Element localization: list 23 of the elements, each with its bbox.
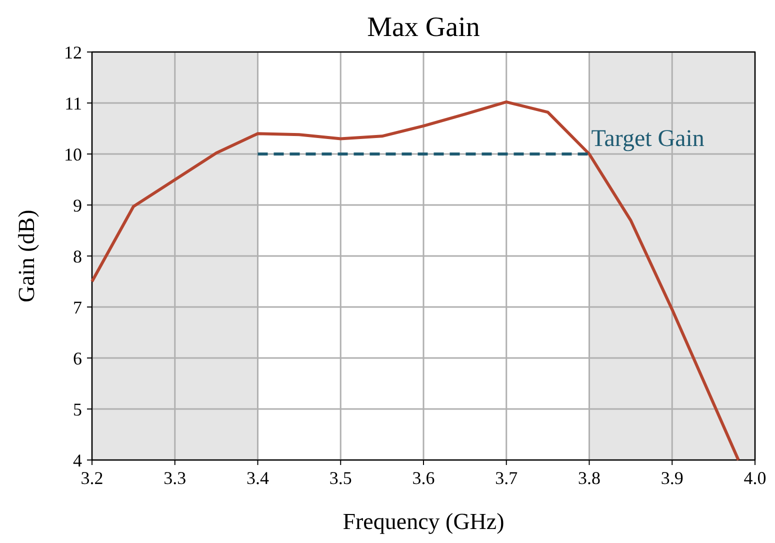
series-label: Target Gain bbox=[591, 126, 704, 152]
x-tick-label: 4.0 bbox=[744, 468, 766, 488]
y-tick-label: 11 bbox=[64, 93, 82, 114]
y-tick-label: 6 bbox=[73, 348, 82, 368]
x-tick-label: 3.2 bbox=[80, 468, 104, 488]
x-tick-label: 3.5 bbox=[329, 468, 352, 488]
x-tick-label: 3.4 bbox=[246, 468, 269, 488]
y-tick-label: 7 bbox=[73, 297, 82, 318]
y-tick-label: 12 bbox=[64, 42, 82, 62]
y-axis-title: Gain (dB) bbox=[14, 210, 39, 302]
y-tick-label: 9 bbox=[73, 195, 82, 216]
x-tick-label: 3.8 bbox=[578, 468, 600, 488]
y-tick-label: 10 bbox=[64, 144, 82, 164]
y-tick-label: 5 bbox=[73, 399, 82, 420]
y-tick-label: 8 bbox=[73, 246, 82, 266]
x-tick-label: 3.3 bbox=[164, 468, 186, 488]
x-tick-label: 3.7 bbox=[495, 468, 518, 488]
y-tick-label: 4 bbox=[73, 450, 82, 470]
x-tick-label: 3.9 bbox=[660, 468, 684, 488]
line-series bbox=[90, 100, 740, 462]
x-tick-label: 3.6 bbox=[412, 468, 435, 488]
chart-title: Max Gain bbox=[367, 12, 480, 43]
x-axis-title: Frequency (GHz) bbox=[342, 509, 504, 534]
